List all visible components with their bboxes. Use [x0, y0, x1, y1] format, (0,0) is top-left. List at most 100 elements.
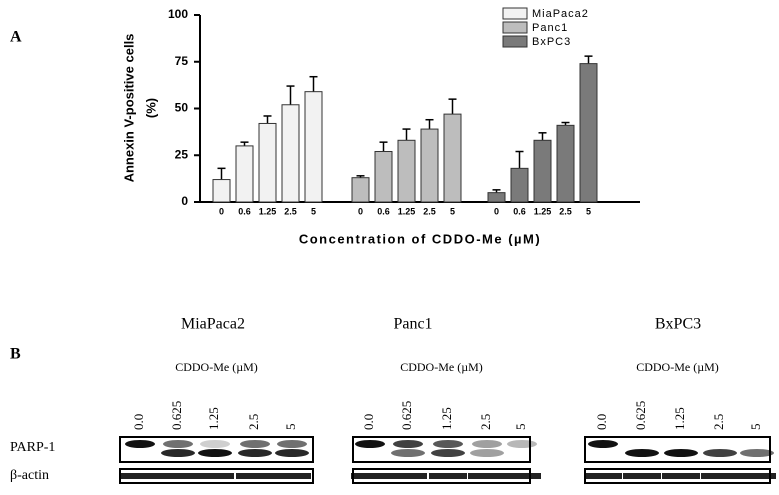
band: [429, 473, 467, 479]
legend-label: BxPC3: [532, 36, 571, 48]
bar: [304, 91, 323, 203]
band: [273, 473, 311, 479]
band: [701, 473, 739, 479]
panel-label: B: [10, 346, 21, 363]
bar: [556, 124, 575, 203]
band: [240, 440, 270, 448]
band: [625, 449, 659, 457]
bar: [281, 104, 300, 203]
blot-frame: [119, 468, 314, 484]
lane-label: 0.0: [594, 414, 609, 430]
bar: [235, 145, 254, 203]
band: [472, 440, 502, 448]
band: [125, 440, 155, 448]
bar: [374, 151, 393, 203]
bar: [510, 167, 529, 203]
cell-line-label: Panc1: [393, 316, 432, 333]
x-tick-label: 1.25: [398, 206, 416, 216]
treatment-label: CDDO-Me (µM): [400, 360, 483, 374]
band: [507, 440, 537, 448]
x-tick-label: 0: [358, 206, 363, 216]
band: [431, 449, 465, 457]
band: [584, 473, 622, 479]
panel-label: A: [10, 29, 22, 46]
band: [664, 449, 698, 457]
x-tick-label: 5: [311, 206, 316, 216]
band: [503, 473, 541, 479]
blot-frame: [352, 436, 531, 463]
legend-label: Panc1: [532, 22, 568, 34]
row-label: PARP-1: [10, 440, 55, 455]
lane-label: 0.0: [361, 414, 376, 430]
band: [159, 473, 197, 479]
band: [433, 440, 463, 448]
lane-label: 5: [283, 424, 298, 431]
band: [277, 440, 307, 448]
x-tick-label: 1.25: [259, 206, 277, 216]
y-tick-label: 0: [181, 194, 188, 208]
x-tick-label: 2.5: [559, 206, 572, 216]
band: [121, 473, 159, 479]
band: [275, 449, 309, 457]
x-tick-label: 2.5: [284, 206, 297, 216]
lane-label: 5: [513, 424, 528, 431]
band: [161, 449, 195, 457]
band: [470, 449, 504, 457]
x-tick-label: 2.5: [423, 206, 436, 216]
band: [351, 473, 389, 479]
legend-swatch: [502, 7, 528, 20]
x-tick-label: 0: [219, 206, 224, 216]
blot-frame: [584, 468, 771, 484]
band: [236, 473, 274, 479]
treatment-label: CDDO-Me (µM): [636, 360, 719, 374]
band: [196, 473, 234, 479]
lane-label: 2.5: [478, 414, 493, 430]
lane-label: 2.5: [246, 414, 261, 430]
treatment-label: CDDO-Me (µM): [175, 360, 258, 374]
lane-label: 1.25: [206, 407, 221, 430]
y-tick-label: 75: [175, 54, 189, 68]
x-tick-label: 5: [586, 206, 591, 216]
band: [468, 473, 506, 479]
legend-swatch: [502, 21, 528, 34]
lane-label: 0.625: [169, 401, 184, 430]
band: [200, 440, 230, 448]
lane-label: 2.5: [711, 414, 726, 430]
bar: [533, 139, 552, 203]
cell-line-label: MiaPaca2: [181, 316, 245, 333]
band: [623, 473, 661, 479]
x-axis-label: Concentration of CDDO-Me (µM): [299, 231, 541, 246]
y-tick-label: 25: [175, 147, 189, 161]
band: [393, 440, 423, 448]
lane-label: 5: [748, 424, 763, 431]
bar: [351, 177, 370, 203]
lane-label: 0.625: [633, 401, 648, 430]
bar: [443, 113, 462, 203]
row-label: β-actin: [10, 468, 49, 483]
band: [355, 440, 385, 448]
bar: [212, 179, 231, 203]
bar: [487, 192, 506, 203]
band: [163, 440, 193, 448]
x-tick-label: 1.25: [534, 206, 552, 216]
band: [588, 440, 618, 448]
band: [389, 473, 427, 479]
lane-label: 1.25: [439, 407, 454, 430]
x-tick-label: 5: [450, 206, 455, 216]
x-tick-label: 0.6: [513, 206, 526, 216]
band: [740, 449, 774, 457]
band: [198, 449, 232, 457]
y-tick-label: 100: [168, 7, 188, 21]
legend-swatch: [502, 35, 528, 48]
cell-line-label: BxPC3: [655, 316, 701, 333]
blot-frame: [119, 436, 314, 463]
blot-frame: [352, 468, 531, 484]
legend-label: MiaPaca2: [532, 8, 589, 20]
lane-label: 1.25: [672, 407, 687, 430]
bar: [258, 122, 277, 203]
y-axis-label: (%): [143, 98, 158, 118]
x-tick-label: 0.6: [377, 206, 390, 216]
bar: [579, 63, 598, 203]
y-axis-label: Annexin V-positive cells: [121, 34, 136, 183]
